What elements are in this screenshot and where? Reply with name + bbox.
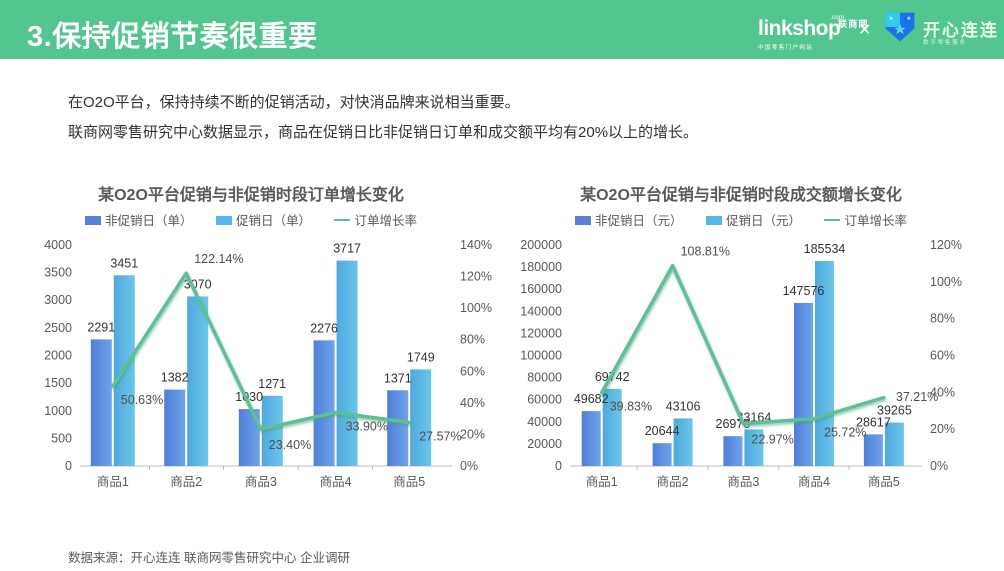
- svg-text:180000: 180000: [520, 260, 562, 274]
- svg-text:37.21%: 37.21%: [896, 390, 938, 404]
- svg-text:60000: 60000: [527, 393, 562, 407]
- svg-text:0: 0: [555, 459, 562, 473]
- svg-text:80%: 80%: [930, 312, 955, 326]
- svg-text:120%: 120%: [930, 238, 962, 252]
- svg-text:商品4: 商品4: [798, 474, 830, 489]
- svg-text:20644: 20644: [645, 424, 680, 438]
- svg-text:147576: 147576: [783, 284, 825, 298]
- svg-text:20%: 20%: [930, 422, 955, 436]
- svg-text:39265: 39265: [877, 404, 912, 418]
- svg-text:40000: 40000: [527, 415, 562, 429]
- svg-text:80000: 80000: [527, 371, 562, 385]
- svg-text:43106: 43106: [666, 399, 701, 413]
- svg-text:22.97%: 22.97%: [751, 433, 793, 447]
- svg-text:185534: 185534: [804, 242, 846, 256]
- svg-text:商品1: 商品1: [586, 474, 618, 489]
- svg-text:140000: 140000: [520, 304, 562, 318]
- svg-text:49682: 49682: [574, 392, 609, 406]
- svg-text:商品5: 商品5: [868, 474, 900, 489]
- svg-text:200000: 200000: [520, 238, 562, 252]
- svg-text:120000: 120000: [520, 326, 562, 340]
- svg-text:商品3: 商品3: [727, 474, 759, 489]
- svg-text:108.81%: 108.81%: [681, 245, 730, 259]
- svg-text:39.83%: 39.83%: [610, 400, 652, 414]
- svg-text:60%: 60%: [930, 349, 955, 363]
- svg-text:20000: 20000: [527, 437, 562, 451]
- svg-text:160000: 160000: [520, 282, 562, 296]
- svg-text:100%: 100%: [930, 275, 962, 289]
- svg-text:25.72%: 25.72%: [824, 426, 866, 440]
- svg-text:100000: 100000: [520, 349, 562, 363]
- svg-text:商品2: 商品2: [657, 474, 689, 489]
- svg-text:0%: 0%: [930, 459, 948, 473]
